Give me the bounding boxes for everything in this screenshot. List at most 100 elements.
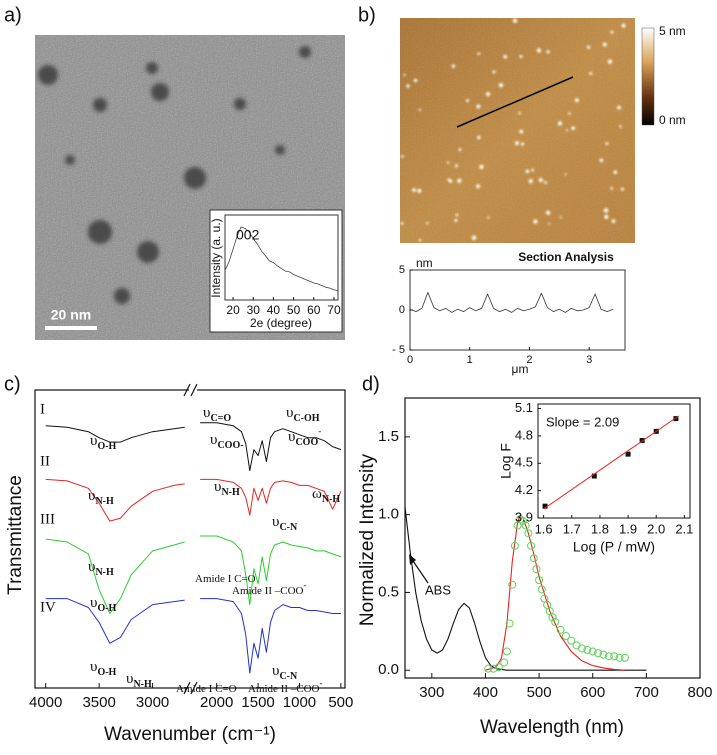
data-point	[567, 636, 576, 645]
particle-dot	[603, 208, 609, 213]
annotation: ωN-H	[312, 486, 340, 505]
annotation-sub: C-N	[279, 671, 298, 682]
section-line	[456, 76, 574, 128]
colorbar-max: 5 nm	[659, 24, 686, 38]
annotation: υO-H	[90, 659, 117, 678]
arrow	[410, 557, 429, 584]
tem-image	[35, 35, 345, 340]
data-point	[508, 580, 517, 589]
y-tick-label: 5.1	[515, 400, 533, 415]
particle	[146, 62, 158, 74]
annotation: Slope = 2.09	[546, 414, 619, 429]
particle-dot	[621, 23, 626, 28]
annotation-sub: COO-	[217, 440, 243, 451]
annotation: υN-H	[88, 559, 114, 578]
particle-dot	[417, 188, 422, 193]
particle-dot	[454, 164, 459, 168]
particle-dot	[546, 50, 550, 54]
particle-dot	[571, 126, 576, 131]
particle-dot	[610, 30, 614, 34]
particle-dot	[514, 141, 519, 146]
particle	[299, 46, 311, 58]
particle	[275, 145, 285, 155]
panel-label: b)	[358, 4, 376, 26]
x-tick-label: 0	[407, 354, 413, 366]
scale-bar-label: 20 nm	[51, 307, 91, 323]
data-line	[224, 226, 339, 291]
annotation-sub: COO	[295, 437, 318, 448]
data-point	[625, 451, 631, 457]
data-point	[551, 618, 560, 626]
particle-dot	[418, 108, 422, 112]
y-tick-label: - 5	[392, 344, 405, 356]
x-tick-label: 70	[327, 303, 341, 317]
data-point	[527, 541, 536, 550]
particle-dot	[586, 45, 591, 49]
particle-dot	[528, 179, 533, 184]
x-tick-label: 50	[287, 303, 301, 317]
y-tick-label: 1.0	[378, 506, 399, 523]
y-axis-label: Transmittance	[5, 475, 26, 595]
particle-dot	[487, 216, 490, 219]
particle-dot	[610, 186, 614, 190]
colorbar-min: 0 nm	[659, 113, 686, 127]
particle-dot	[518, 111, 521, 115]
annotation-sub: N-H	[133, 679, 152, 690]
annotation-text: υ	[126, 671, 133, 687]
x-tick-label: 2.1	[675, 521, 693, 536]
particle	[65, 155, 75, 165]
data-point	[510, 541, 519, 550]
annotation: Amide II –COO-	[248, 678, 323, 694]
particle-dot	[403, 73, 406, 76]
annotation-sub: N-H	[95, 496, 114, 507]
data-point	[502, 647, 511, 656]
annotation-text: υ	[286, 405, 293, 421]
particle-dot	[492, 70, 496, 74]
annotation-sub: O-H	[97, 603, 116, 614]
series-label: I	[40, 401, 45, 417]
annotation: υCOO-	[210, 432, 244, 451]
x-tick-label: 1.6	[535, 521, 553, 536]
annotation-sub: N-H	[322, 494, 341, 505]
data-point	[556, 625, 565, 634]
annotation-sub: C=O	[210, 413, 231, 424]
data-line	[543, 415, 679, 510]
x-tick-label: 20	[226, 303, 240, 317]
data-point	[548, 613, 557, 622]
annotation-text: Amide I C=O	[176, 683, 237, 695]
particle-dot	[531, 168, 534, 172]
particle	[114, 288, 130, 304]
particle-dot	[602, 42, 607, 47]
data-point	[521, 521, 530, 530]
annotation: ABS	[425, 582, 451, 597]
data-point	[599, 650, 608, 659]
x-tick-label: 1000	[283, 694, 316, 711]
data-point	[610, 652, 619, 661]
y-tick-label: 1.5	[378, 428, 399, 445]
particle-dot	[617, 105, 621, 110]
data-point	[542, 503, 548, 509]
particle-dot	[605, 142, 609, 145]
data-point	[519, 516, 527, 525]
particle-dot	[520, 142, 525, 146]
particle-dot	[519, 129, 524, 134]
data-line	[45, 478, 342, 522]
particle-dot	[607, 59, 613, 64]
y-tick-label: 0	[399, 304, 405, 316]
x-tick-label: 3500	[82, 694, 115, 711]
x-tick-label: 1.9	[619, 521, 637, 536]
particle-dot	[574, 98, 579, 103]
x-axis-label: Wavelength (nm)	[480, 717, 624, 738]
particle	[234, 98, 246, 110]
data-point	[588, 647, 597, 656]
data-line	[45, 535, 342, 614]
data-point	[578, 644, 586, 653]
particle-dot	[457, 178, 462, 183]
annotation: υN-H	[126, 671, 152, 690]
data-line	[409, 292, 614, 313]
particle	[38, 65, 58, 85]
particle-dot	[477, 52, 481, 56]
annotation: υN-H	[88, 488, 114, 507]
particle-dot	[545, 210, 551, 215]
particle-dot	[406, 84, 410, 88]
